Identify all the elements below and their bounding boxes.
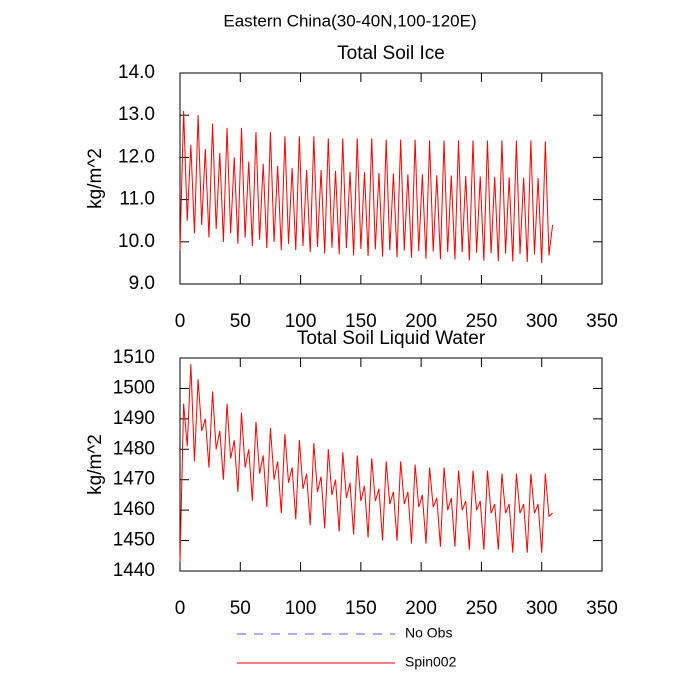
x-tick-label: 150 (345, 598, 377, 619)
x-tick-label: 100 (285, 598, 317, 619)
data-line (179, 364, 553, 562)
figure-title: Eastern China(30-40N,100-120E) (223, 11, 476, 30)
chart-title: Total Soil Liquid Water (297, 328, 486, 349)
y-tick-label: 1460 (113, 499, 155, 520)
data-line (179, 110, 554, 263)
y-tick-label: 13.0 (118, 104, 155, 125)
x-tick-label: 150 (345, 311, 377, 332)
legend-label: No Obs (405, 625, 452, 641)
y-axis-label: kg/m^2 (85, 148, 106, 209)
x-tick-label: 200 (405, 598, 437, 619)
y-tick-label: 1490 (113, 408, 155, 429)
y-axis-label: kg/m^2 (85, 434, 106, 495)
y-tick-label: 1480 (113, 438, 155, 459)
y-tick-label: 1450 (113, 530, 155, 551)
x-tick-label: 100 (285, 311, 317, 332)
x-tick-label: 0 (175, 311, 186, 332)
x-tick-label: 250 (466, 311, 498, 332)
x-tick-label: 350 (586, 311, 618, 332)
y-tick-label: 11.0 (119, 189, 155, 210)
plot-frame (179, 72, 603, 285)
x-tick-label: 350 (586, 598, 618, 619)
legend-label: Spin002 (405, 654, 457, 670)
y-tick-label: 1510 (113, 347, 155, 368)
chart-title: Total Soil Ice (337, 43, 445, 64)
x-tick-label: 0 (175, 598, 186, 619)
x-tick-label: 50 (230, 311, 251, 332)
y-tick-label: 1500 (113, 377, 155, 398)
y-tick-label: 10.0 (118, 231, 155, 252)
plot-frame (179, 357, 603, 572)
x-tick-label: 50 (230, 598, 251, 619)
y-tick-label: 12.0 (118, 146, 155, 167)
x-tick-label: 300 (526, 311, 558, 332)
y-tick-label: 14.0 (118, 62, 155, 83)
x-tick-label: 300 (526, 598, 558, 619)
x-tick-label: 200 (405, 311, 437, 332)
y-tick-label: 9.0 (129, 273, 155, 294)
x-tick-label: 250 (466, 598, 498, 619)
y-tick-label: 1440 (113, 560, 155, 581)
y-tick-label: 1470 (113, 469, 155, 490)
